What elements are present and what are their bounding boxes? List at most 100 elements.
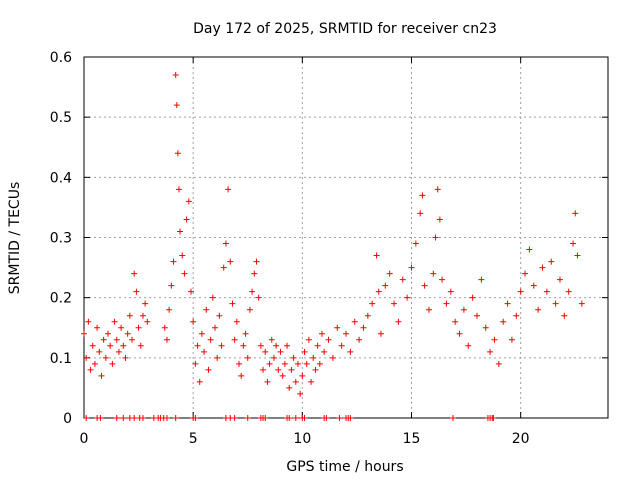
data-point xyxy=(338,342,345,349)
data-point xyxy=(166,306,173,313)
data-point xyxy=(316,360,323,367)
data-point xyxy=(386,270,393,277)
data-point xyxy=(231,336,238,343)
data-point xyxy=(301,348,308,355)
data-point xyxy=(303,360,310,367)
data-point xyxy=(131,415,138,421)
data-point xyxy=(83,415,90,421)
x-tick-label: 0 xyxy=(80,431,89,447)
data-point xyxy=(118,324,125,331)
data-point xyxy=(286,415,293,421)
data-point xyxy=(469,294,476,301)
data-point xyxy=(377,330,384,337)
data-point xyxy=(172,415,179,421)
data-point xyxy=(115,348,122,355)
data-point xyxy=(465,342,472,349)
data-point xyxy=(244,354,251,361)
data-point xyxy=(412,240,419,247)
data-point xyxy=(225,186,232,193)
data-point xyxy=(190,318,197,325)
data-point xyxy=(552,300,559,307)
data-point xyxy=(262,348,269,355)
data-point xyxy=(364,312,371,319)
data-point xyxy=(212,324,218,331)
data-point xyxy=(113,336,120,343)
data-point xyxy=(452,318,459,325)
data-point xyxy=(504,300,511,307)
data-point xyxy=(301,415,308,421)
axis-ticks: 0 0.1 0.2 0.3 0.4 0.5 0.6 0 5 10 15 20 xyxy=(50,50,608,447)
data-point xyxy=(565,288,572,295)
data-point xyxy=(122,354,129,361)
data-point xyxy=(288,366,295,373)
data-point xyxy=(227,258,234,265)
data-point xyxy=(382,282,389,289)
data-point xyxy=(299,372,306,379)
data-point xyxy=(229,300,236,307)
data-point xyxy=(281,360,288,367)
data-point xyxy=(102,354,109,361)
data-point xyxy=(399,276,406,283)
data-point xyxy=(436,216,443,223)
data-point xyxy=(179,252,186,259)
data-point xyxy=(222,240,229,247)
data-point xyxy=(203,306,210,313)
data-point xyxy=(126,312,133,319)
data-point xyxy=(556,276,563,283)
data-point xyxy=(255,294,262,301)
y-tick-label: 0.3 xyxy=(50,231,72,247)
data-point xyxy=(572,210,579,217)
data-point xyxy=(432,234,439,241)
data-point xyxy=(220,264,227,271)
data-point xyxy=(375,288,382,295)
data-point xyxy=(142,300,149,307)
data-point xyxy=(168,282,175,289)
data-point xyxy=(273,342,280,349)
data-point xyxy=(175,186,182,193)
data-point xyxy=(323,415,330,421)
data-point xyxy=(421,282,428,289)
data-point xyxy=(124,330,131,337)
data-point xyxy=(290,354,297,361)
data-point xyxy=(449,415,456,421)
data-point xyxy=(135,324,142,331)
x-tick-label: 10 xyxy=(293,431,311,447)
data-point xyxy=(240,342,247,349)
data-point xyxy=(181,270,188,277)
data-point xyxy=(87,366,94,373)
data-point xyxy=(161,324,168,331)
data-point xyxy=(491,336,498,343)
data-point xyxy=(325,336,332,343)
data-point xyxy=(347,348,354,355)
data-point xyxy=(336,415,343,421)
y-tick-label: 0.5 xyxy=(50,110,72,126)
data-point xyxy=(312,366,319,373)
data-point xyxy=(270,354,277,361)
data-point xyxy=(513,312,520,319)
data-point xyxy=(97,415,104,421)
data-point xyxy=(196,378,203,385)
data-point xyxy=(395,318,402,325)
data-point xyxy=(81,330,87,337)
x-axis-label: GPS time / hours xyxy=(286,459,403,475)
data-point xyxy=(238,372,245,379)
data-point xyxy=(94,324,101,331)
data-point xyxy=(561,312,568,319)
data-point xyxy=(343,330,349,337)
data-point xyxy=(100,336,107,343)
data-point xyxy=(107,342,114,349)
data-point xyxy=(292,415,299,421)
data-point xyxy=(574,252,581,259)
data-point xyxy=(460,306,467,313)
data-point xyxy=(205,366,212,373)
data-point xyxy=(373,252,380,259)
data-point xyxy=(369,300,376,307)
data-point xyxy=(482,324,489,331)
data-point xyxy=(495,360,502,367)
data-point xyxy=(183,216,190,223)
data-point xyxy=(279,372,286,379)
data-point xyxy=(131,270,138,277)
grid-lines xyxy=(84,57,608,418)
data-point xyxy=(500,318,507,325)
data-point xyxy=(198,330,205,337)
